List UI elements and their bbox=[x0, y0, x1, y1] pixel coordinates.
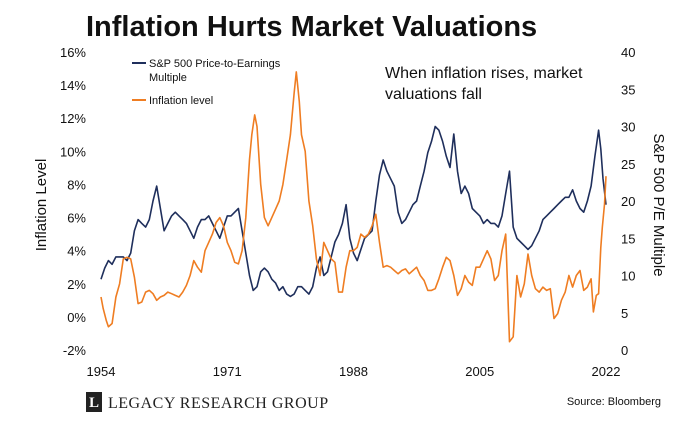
right-tick-label: 30 bbox=[621, 120, 635, 135]
chart-title: Inflation Hurts Market Valuations bbox=[86, 11, 537, 43]
legend-label-pe-line2: Multiple bbox=[149, 72, 187, 84]
legend: S&P 500 Price-to-Earnings Multiple Infla… bbox=[132, 58, 281, 107]
left-tick-label: 2% bbox=[67, 277, 86, 292]
x-tick-label: 1954 bbox=[87, 364, 116, 379]
left-tick-label: 12% bbox=[60, 111, 86, 126]
right-tick-label: 35 bbox=[621, 82, 635, 97]
series-line-pe-multiple bbox=[100, 125, 607, 298]
right-tick-label: 40 bbox=[621, 45, 635, 60]
brand-name: LEGACY RESEARCH GROUP bbox=[108, 395, 329, 412]
right-tick-label: 20 bbox=[621, 194, 635, 209]
right-axis-ticks: 0 5 10 15 20 25 30 35 40 bbox=[621, 45, 635, 358]
x-tick-label: 2022 bbox=[592, 364, 621, 379]
right-tick-label: 0 bbox=[621, 343, 628, 358]
left-tick-label: 16% bbox=[60, 45, 86, 60]
plot-area bbox=[100, 71, 607, 343]
brand-logo: L LEGACY RESEARCH GROUP bbox=[86, 392, 329, 412]
legend-label-inflation: Inflation level bbox=[149, 95, 213, 107]
left-tick-label: 8% bbox=[67, 177, 86, 192]
right-tick-label: 10 bbox=[621, 269, 635, 284]
annotation-line2: valuations fall bbox=[385, 86, 482, 103]
series-line-inflation bbox=[100, 71, 607, 343]
x-tick-label: 1988 bbox=[339, 364, 368, 379]
annotation-line1: When inflation rises, market bbox=[385, 65, 583, 82]
x-tick-label: 1971 bbox=[213, 364, 242, 379]
x-axis-ticks: 1954 1971 1988 2005 2022 bbox=[87, 364, 621, 379]
left-tick-label: 4% bbox=[67, 244, 86, 259]
left-axis-ticks: -2% 0% 2% 4% 6% 8% 10% 12% 14% 16% bbox=[60, 45, 86, 358]
brand-mark-letter: L bbox=[89, 395, 99, 411]
left-axis-title: Inflation Level bbox=[33, 159, 50, 252]
left-tick-label: 10% bbox=[60, 144, 86, 159]
left-tick-label: 0% bbox=[67, 310, 86, 325]
x-tick-label: 2005 bbox=[465, 364, 494, 379]
brand-mark-box bbox=[86, 392, 102, 412]
right-tick-label: 25 bbox=[621, 157, 635, 172]
left-tick-label: 6% bbox=[67, 211, 86, 226]
right-tick-label: 15 bbox=[621, 231, 635, 246]
left-tick-label: 14% bbox=[60, 78, 86, 93]
legend-label-pe-line1: S&P 500 Price-to-Earnings bbox=[149, 58, 281, 70]
right-tick-label: 5 bbox=[621, 306, 628, 321]
right-axis-title: S&P 500 P/E Multiple bbox=[650, 133, 667, 276]
left-tick-label: -2% bbox=[63, 343, 87, 358]
source-note: Source: Bloomberg bbox=[567, 396, 661, 408]
